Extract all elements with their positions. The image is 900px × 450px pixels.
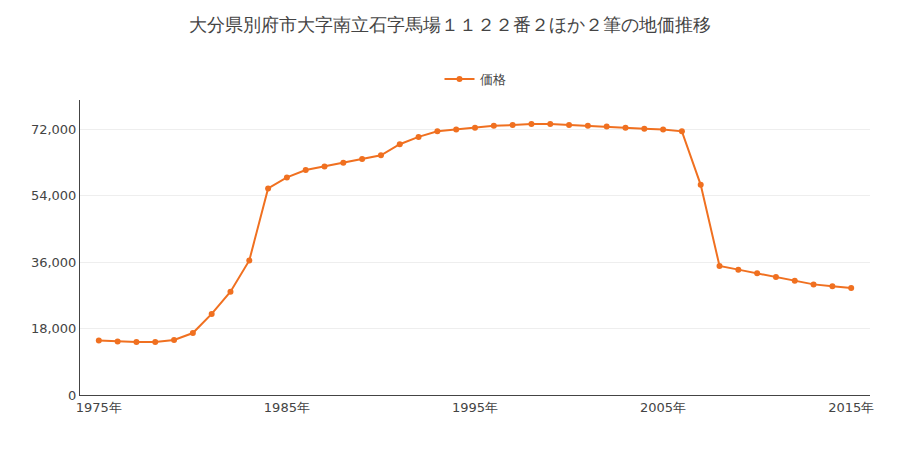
svg-text:0: 0 (68, 388, 76, 403)
svg-text:1975年: 1975年 (76, 400, 122, 415)
svg-text:大分県別府市大字南立石字馬場１１２２番２ほか２筆の地価推移: 大分県別府市大字南立石字馬場１１２２番２ほか２筆の地価推移 (189, 14, 711, 35)
svg-text:54,000: 54,000 (31, 188, 77, 203)
svg-text:価格: 価格 (480, 72, 506, 87)
svg-text:72,000: 72,000 (31, 122, 77, 137)
svg-text:1985年: 1985年 (264, 400, 310, 415)
svg-text:36,000: 36,000 (31, 255, 77, 270)
svg-text:18,000: 18,000 (31, 321, 77, 336)
svg-text:2005年: 2005年 (640, 400, 686, 415)
svg-text:2015年: 2015年 (828, 400, 874, 415)
svg-text:1995年: 1995年 (452, 400, 498, 415)
